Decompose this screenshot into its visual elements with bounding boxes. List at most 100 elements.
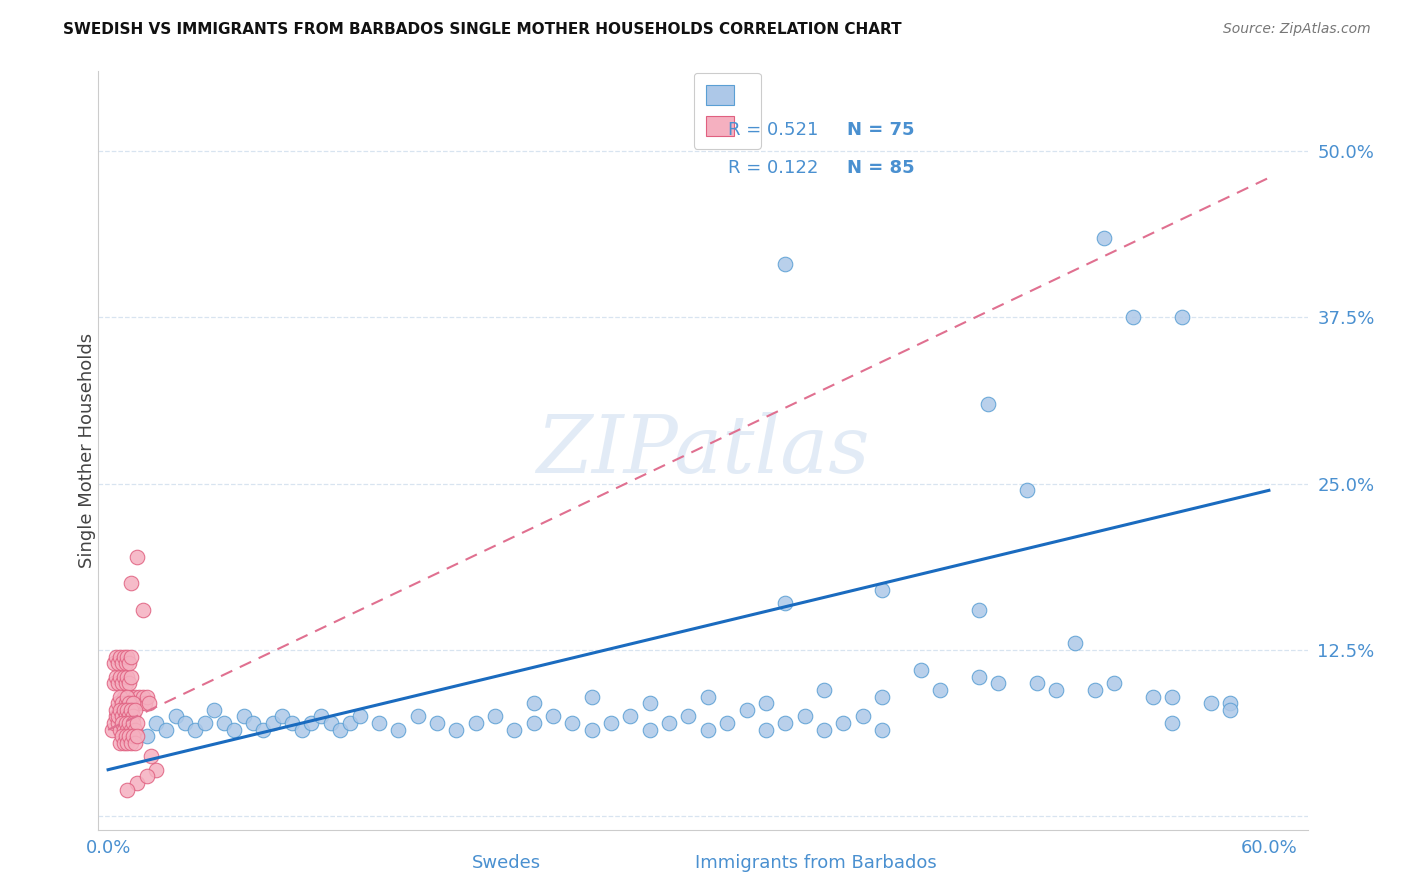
Point (145, 763, 167, 777)
Point (773, 257, 796, 271)
Point (127, 730, 149, 744)
Point (118, 730, 141, 744)
Point (120, 690, 142, 704)
Point (165, 709, 187, 723)
Point (1064, 636, 1087, 650)
Point (870, 583, 893, 598)
Point (406, 709, 429, 723)
Text: R = 0.521: R = 0.521 (728, 121, 818, 139)
Point (967, 670, 990, 684)
Point (108, 649, 131, 664)
Point (1084, 682, 1107, 697)
Point (108, 703, 131, 717)
Point (117, 736, 139, 750)
Point (139, 749, 162, 764)
Point (349, 709, 371, 723)
Point (118, 709, 141, 723)
Point (426, 716, 449, 731)
Point (309, 709, 332, 723)
Point (112, 670, 135, 684)
Point (1161, 716, 1184, 731)
Point (967, 603, 990, 617)
Text: Source: ZipAtlas.com: Source: ZipAtlas.com (1223, 22, 1371, 37)
Point (118, 716, 141, 731)
Point (155, 723, 177, 737)
Point (619, 709, 641, 723)
Point (108, 736, 131, 750)
Point (104, 670, 127, 684)
Point (222, 723, 245, 737)
Point (112, 703, 135, 717)
Point (108, 690, 131, 704)
Point (329, 723, 352, 737)
Point (1171, 310, 1194, 325)
Point (118, 696, 141, 710)
Point (112, 649, 135, 664)
Point (120, 723, 142, 737)
Point (127, 776, 149, 790)
Point (114, 676, 136, 690)
Point (124, 690, 146, 704)
Point (281, 716, 304, 731)
Point (111, 716, 134, 731)
Point (638, 696, 661, 710)
Point (541, 709, 564, 723)
Point (503, 723, 526, 737)
Point (127, 696, 149, 710)
Point (755, 696, 778, 710)
Point (755, 723, 778, 737)
Point (299, 716, 322, 731)
Point (852, 709, 875, 723)
Point (107, 676, 129, 690)
Point (319, 716, 342, 731)
Point (101, 723, 124, 737)
Text: N = 75: N = 75 (848, 121, 915, 139)
Point (1199, 696, 1222, 710)
Point (135, 690, 157, 704)
Point (658, 716, 681, 731)
Point (232, 709, 254, 723)
Point (929, 682, 952, 697)
Point (111, 676, 134, 690)
Point (773, 716, 796, 731)
Point (117, 703, 139, 717)
Text: N = 85: N = 85 (848, 159, 915, 177)
Point (446, 723, 468, 737)
Point (271, 709, 294, 723)
Point (793, 709, 815, 723)
Point (122, 709, 145, 723)
Point (111, 657, 134, 671)
Point (135, 730, 157, 744)
Point (735, 703, 758, 717)
Point (122, 730, 145, 744)
Point (1219, 696, 1241, 710)
Point (117, 723, 139, 737)
Point (117, 690, 139, 704)
Point (1025, 676, 1047, 690)
Text: ZIPatlas: ZIPatlas (536, 412, 870, 489)
Point (120, 703, 142, 717)
Point (138, 696, 160, 710)
Point (122, 696, 145, 710)
Point (368, 716, 391, 731)
Point (107, 696, 129, 710)
Point (242, 716, 264, 731)
Point (120, 670, 142, 684)
Point (1102, 676, 1125, 690)
Text: Swedes: Swedes (471, 855, 541, 872)
Point (1122, 310, 1144, 325)
Point (1161, 690, 1184, 704)
Point (103, 716, 125, 731)
Point (127, 549, 149, 564)
Point (114, 716, 136, 731)
Point (870, 723, 893, 737)
Point (134, 696, 156, 710)
Point (773, 596, 796, 610)
Point (122, 716, 145, 731)
Point (107, 657, 129, 671)
Point (813, 682, 835, 697)
Point (124, 723, 146, 737)
Point (127, 716, 149, 731)
Text: R = 0.122: R = 0.122 (728, 159, 818, 177)
Point (112, 736, 135, 750)
